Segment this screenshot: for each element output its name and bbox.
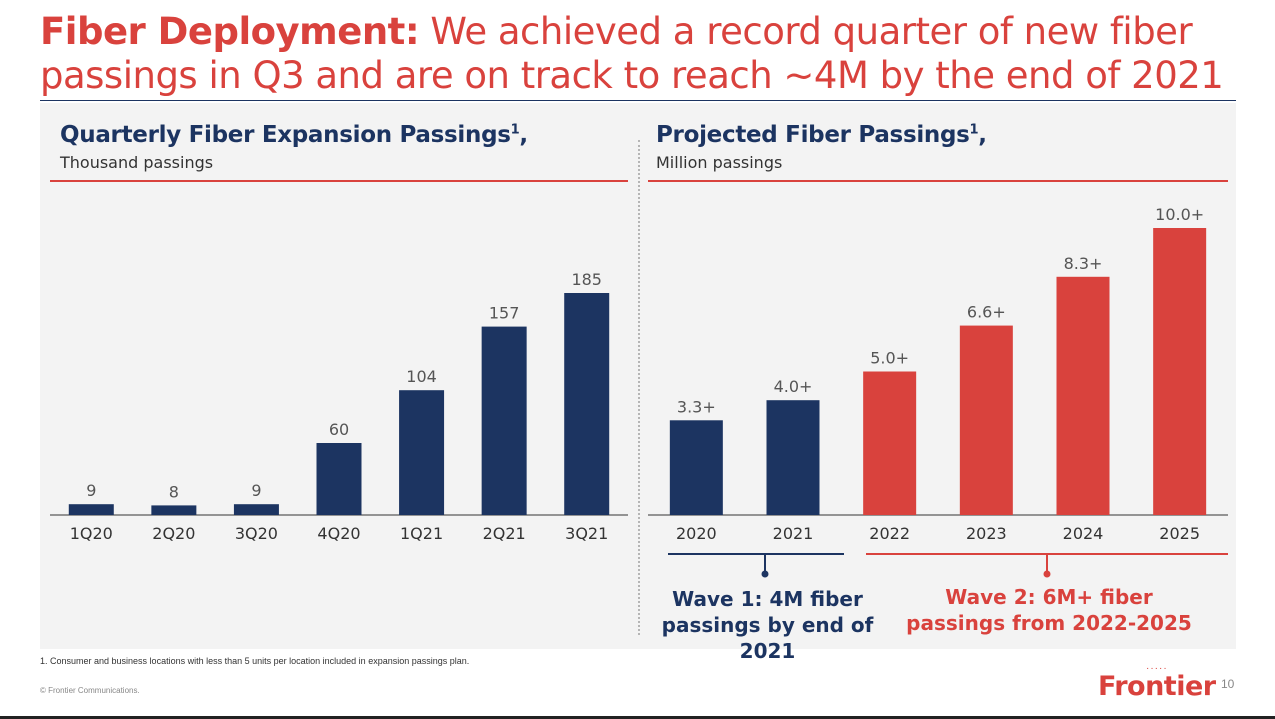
quarterly-passings-chart: 9 1Q20 8 2Q20 9 3Q20 60 4Q20 104 1Q21 157 2Q21 185 3Q… (50, 270, 628, 543)
wave-1-bracket-dot (761, 570, 769, 578)
bar-2Q20 (151, 505, 197, 515)
page-number: 10 (1221, 677, 1235, 691)
tick-label-1Q21: 1Q21 (400, 524, 443, 543)
wave-2-bracket-dot (1043, 570, 1051, 578)
logo-dots: ····· (1146, 663, 1168, 674)
title-rule (40, 100, 1236, 101)
slide-title: Fiber Deployment: We achieved a record q… (40, 10, 1240, 98)
left-chart-title-text: Quarterly Fiber Expansion Passings (60, 122, 511, 148)
data-label-1Q20: 9 (86, 481, 96, 500)
tick-label-4Q20: 4Q20 (317, 524, 360, 543)
data-label-2020: 3.3+ (677, 397, 716, 416)
data-label-2024: 8.3+ (1064, 254, 1103, 273)
bar-3Q21 (564, 293, 610, 515)
projected-passings-chart: 3.3+ 2020 4.0+ 2021 5.0+ 2022 6.6+ 2023 8.3+ 2024… (648, 205, 1228, 543)
data-label-2Q20: 8 (169, 482, 179, 501)
footnote: 1. Consumer and business locations with … (40, 656, 470, 666)
data-label-3Q21: 185 (571, 270, 602, 289)
right-chart-title-text: Projected Fiber Passings (656, 122, 970, 148)
bar-2023 (959, 325, 1013, 515)
bar-2021 (766, 400, 820, 515)
tick-label-2Q20: 2Q20 (152, 524, 195, 543)
right-chart-title-suffix: , (978, 122, 987, 148)
wave-brackets (668, 553, 1228, 578)
bar-2025 (1153, 228, 1207, 515)
panel-divider (638, 140, 640, 635)
logo-text: Frontier (1098, 671, 1216, 702)
right-chart-title: Projected Fiber Passings1, (656, 122, 987, 148)
slide-title-bold: Fiber Deployment: (40, 10, 420, 53)
tick-label-2023: 2023 (966, 524, 1007, 543)
tick-label-2020: 2020 (676, 524, 717, 543)
tick-label-2021: 2021 (773, 524, 814, 543)
bar-1Q20 (68, 504, 114, 515)
right-chart-rule (648, 180, 1228, 182)
frontier-logo: ····· Frontier (1098, 663, 1216, 703)
data-label-2021: 4.0+ (774, 377, 813, 396)
wave-1-label: Wave 1: 4M fiber passings by end of 2021 (661, 587, 874, 663)
tick-label-2022: 2022 (869, 524, 910, 543)
bar-2Q21 (481, 326, 527, 515)
tick-label-3Q20: 3Q20 (235, 524, 278, 543)
left-chart-rule (50, 180, 628, 182)
data-label-2023: 6.6+ (967, 303, 1006, 322)
wave-2-label: Wave 2: 6M+ fiber passings from 2022-202… (906, 585, 1192, 635)
data-label-3Q20: 9 (251, 481, 261, 500)
tick-label-2Q21: 2Q21 (483, 524, 526, 543)
bar-3Q20 (233, 504, 279, 515)
data-label-4Q20: 60 (329, 420, 349, 439)
bar-2020 (669, 420, 723, 515)
right-chart-title-superscript: 1 (969, 122, 979, 138)
bar-2022 (863, 371, 917, 515)
tick-label-1Q20: 1Q20 (70, 524, 113, 543)
slide-title-rest: We achieved a record quarter of new fibe… (40, 10, 1224, 97)
data-label-1Q21: 104 (406, 367, 437, 386)
left-chart-subtitle: Thousand passings (60, 153, 214, 172)
tick-label-3Q21: 3Q21 (565, 524, 608, 543)
data-label-2025: 10.0+ (1155, 205, 1204, 224)
left-chart-title-suffix: , (519, 122, 528, 148)
bar-4Q20 (316, 443, 362, 515)
data-label-2Q21: 157 (489, 304, 520, 323)
data-label-2022: 5.0+ (870, 349, 909, 368)
right-chart-subtitle: Million passings (656, 153, 783, 172)
tick-label-2025: 2025 (1159, 524, 1200, 543)
left-chart-title: Quarterly Fiber Expansion Passings1, (60, 122, 528, 148)
bar-1Q21 (399, 390, 445, 515)
copyright: © Frontier Communications. (40, 686, 140, 695)
bar-2024 (1056, 276, 1110, 515)
left-chart-title-superscript: 1 (510, 122, 520, 138)
tick-label-2024: 2024 (1063, 524, 1104, 543)
bottom-rule (0, 716, 1275, 719)
